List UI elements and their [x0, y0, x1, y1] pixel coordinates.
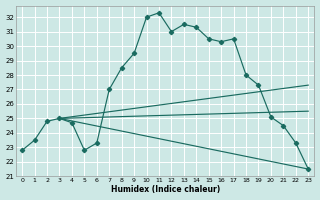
X-axis label: Humidex (Indice chaleur): Humidex (Indice chaleur) — [111, 185, 220, 194]
